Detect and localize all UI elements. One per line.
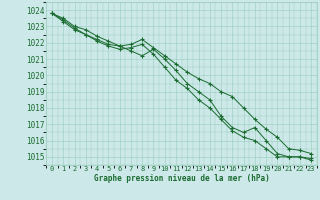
X-axis label: Graphe pression niveau de la mer (hPa): Graphe pression niveau de la mer (hPa) [94, 174, 269, 183]
